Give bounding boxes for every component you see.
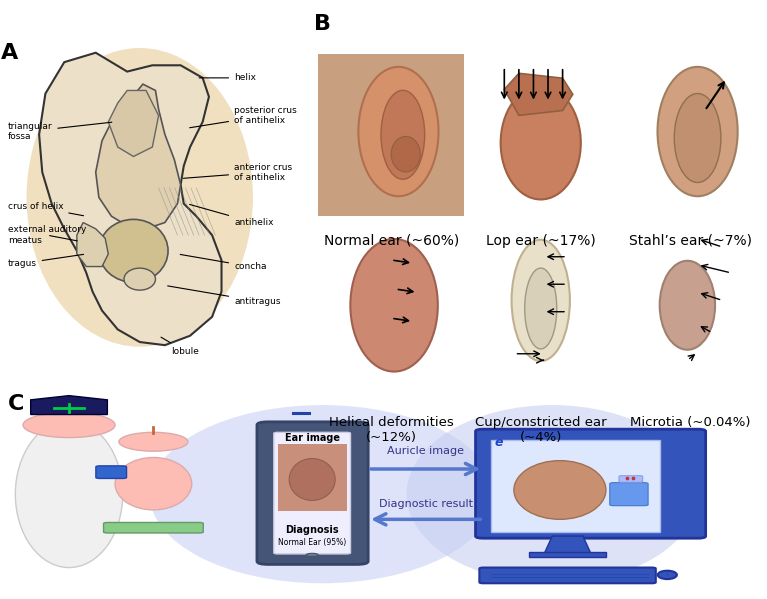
Ellipse shape [358,67,439,196]
FancyBboxPatch shape [619,476,643,482]
Polygon shape [545,536,591,553]
Ellipse shape [27,48,253,347]
Ellipse shape [501,86,581,199]
Ellipse shape [289,459,335,501]
Text: e: e [495,436,503,449]
Text: Normal Ear (95%): Normal Ear (95%) [278,538,346,547]
Polygon shape [505,73,573,116]
FancyBboxPatch shape [257,422,368,564]
Text: external auditory
meatus: external auditory meatus [8,225,86,245]
Ellipse shape [115,458,192,510]
Ellipse shape [391,137,420,172]
Text: concha: concha [180,255,267,271]
FancyBboxPatch shape [610,483,648,506]
Bar [529,552,606,557]
Text: B: B [314,14,331,34]
Text: Stahl’s ear (~7%): Stahl’s ear (~7%) [629,234,752,247]
Circle shape [306,553,318,556]
Text: Lop ear (~17%): Lop ear (~17%) [486,234,596,247]
Text: antitragus: antitragus [168,286,281,305]
Text: A: A [2,43,18,63]
Ellipse shape [99,219,168,282]
Polygon shape [96,84,180,229]
Text: anterior crus
of antihelix: anterior crus of antihelix [183,162,292,182]
Ellipse shape [657,67,738,196]
Text: lobule: lobule [161,337,199,356]
Ellipse shape [150,405,495,583]
Ellipse shape [381,90,425,179]
Text: Microtia (~0.04%): Microtia (~0.04%) [630,416,751,429]
Bar [291,411,311,415]
Polygon shape [77,222,108,267]
Polygon shape [108,90,159,156]
Ellipse shape [525,268,557,349]
Text: C: C [8,394,24,413]
Text: Diagnosis: Diagnosis [285,525,339,535]
Ellipse shape [351,239,438,371]
FancyBboxPatch shape [104,522,203,533]
Polygon shape [39,53,222,345]
Circle shape [23,412,115,437]
Text: Ear image: Ear image [285,432,340,443]
Text: antihelix: antihelix [189,204,274,227]
Text: Normal ear (~60%): Normal ear (~60%) [324,234,459,247]
Text: tragus: tragus [8,255,84,268]
Text: Cup/constricted ear
(~4%): Cup/constricted ear (~4%) [475,416,607,444]
Bar [278,444,347,511]
Text: Helical deformities
(~12%): Helical deformities (~12%) [329,416,453,444]
Ellipse shape [674,93,721,183]
Ellipse shape [657,571,676,579]
Text: posterior crus
of antihelix: posterior crus of antihelix [189,106,297,128]
FancyBboxPatch shape [274,432,351,554]
Text: Auricle image: Auricle image [387,446,464,456]
Text: triangular
fossa: triangular fossa [8,122,112,141]
Polygon shape [31,396,107,415]
Circle shape [119,432,188,451]
FancyBboxPatch shape [479,568,656,583]
Ellipse shape [15,420,123,568]
Ellipse shape [512,240,570,361]
Ellipse shape [124,268,156,290]
Text: Diagnostic result: Diagnostic result [379,499,472,509]
Ellipse shape [660,261,715,350]
Bar [491,440,660,532]
FancyBboxPatch shape [96,466,127,479]
Text: crus of helix: crus of helix [8,202,84,216]
Ellipse shape [407,405,698,583]
Ellipse shape [514,461,606,519]
FancyBboxPatch shape [476,429,706,538]
Text: helix: helix [199,73,256,83]
